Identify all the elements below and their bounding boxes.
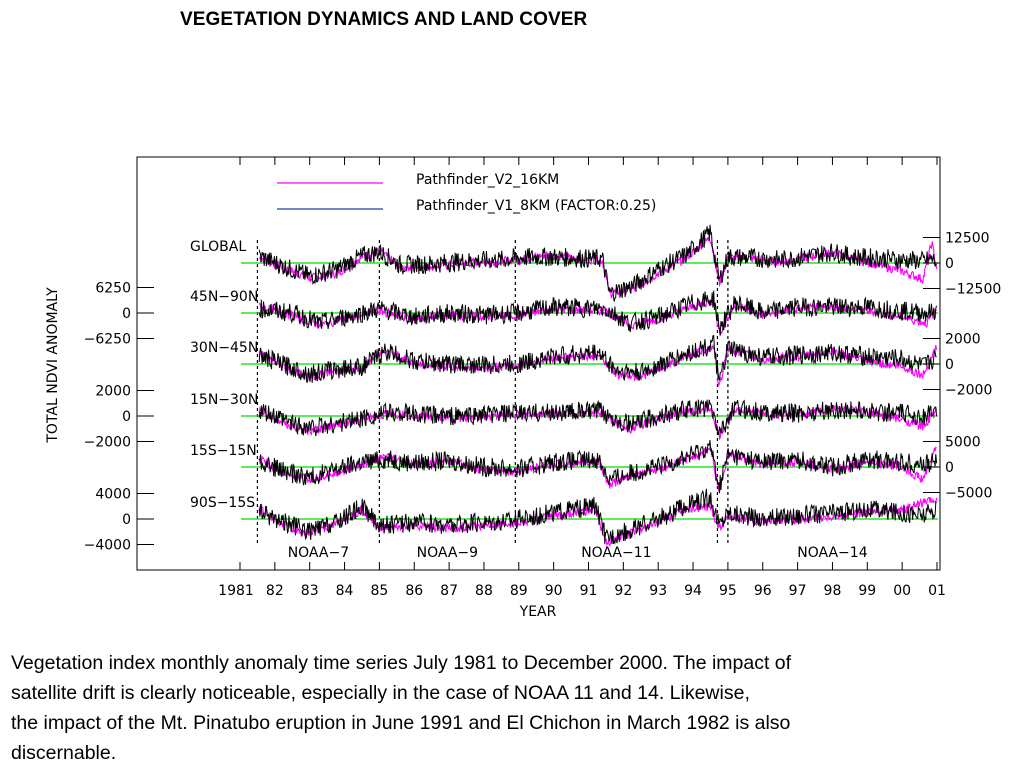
satellite-label: NOAA−7 <box>288 545 349 561</box>
figure-caption: Vegetation index monthly anomaly time se… <box>11 648 1011 768</box>
satellite-label: NOAA−11 <box>581 545 651 561</box>
right-axis-tick-label: −12500 <box>945 282 1001 298</box>
series-line-pathfinder-v1 <box>258 290 938 336</box>
x-axis-label: YEAR <box>519 604 557 620</box>
satellite-label: NOAA−14 <box>797 545 867 561</box>
x-axis-tick-label: 1981 <box>218 583 254 599</box>
right-axis-tick-label: 0 <box>945 460 954 476</box>
right-axis-tick-label: 12500 <box>945 231 990 247</box>
panel-label: 45N−90N <box>190 289 258 305</box>
left-axis-tick-label: 0 <box>122 512 131 528</box>
series-line-pathfinder-v2 <box>258 496 938 547</box>
x-axis-tick-label: 98 <box>824 583 842 599</box>
right-axis-tick-label: 5000 <box>945 435 981 451</box>
series-line-pathfinder-v1 <box>258 440 938 494</box>
x-axis-tick-label: 84 <box>336 583 354 599</box>
caption-line: discernable. <box>11 742 117 764</box>
y-axis-label: TOTAL NDVI ANOMALY <box>45 287 61 444</box>
right-axis-tick-label: 2000 <box>945 332 981 348</box>
series-line-pathfinder-v2 <box>258 404 938 441</box>
legend-label: Pathfinder_V2_16KM <box>416 172 559 188</box>
left-axis-tick-label: 2000 <box>95 384 131 400</box>
x-axis-tick-label: 01 <box>928 583 946 599</box>
x-axis-tick-label: 88 <box>475 583 493 599</box>
panel-label: 15S−15N <box>190 443 257 459</box>
panel-label: 15N−30N <box>190 392 258 408</box>
series-line-pathfinder-v1 <box>258 399 938 437</box>
x-axis-tick-label: 96 <box>754 583 772 599</box>
series-line-pathfinder-v1 <box>258 224 938 302</box>
panel-label: GLOBAL <box>190 239 246 255</box>
left-axis-tick-label: 6250 <box>95 281 131 297</box>
caption-line: satellite drift is clearly noticeable, e… <box>11 682 750 704</box>
right-axis-tick-label: 0 <box>945 357 954 373</box>
x-axis-tick-label: 86 <box>405 583 423 599</box>
satellite-label: NOAA−9 <box>417 545 478 561</box>
x-axis-tick-label: 99 <box>858 583 876 599</box>
x-axis-tick-label: 95 <box>719 583 737 599</box>
page-title: VEGETATION DYNAMICS AND LAND COVER <box>180 9 588 30</box>
x-axis-tick-label: 82 <box>266 583 284 599</box>
left-axis-tick-label: −6250 <box>84 332 131 348</box>
right-axis-tick-label: −2000 <box>945 383 992 399</box>
right-axis-tick-label: −5000 <box>945 486 992 502</box>
left-axis-tick-label: 4000 <box>95 487 131 503</box>
x-axis-tick-label: 83 <box>301 583 319 599</box>
x-axis-tick-label: 91 <box>580 583 598 599</box>
x-axis-tick-label: 97 <box>789 583 807 599</box>
x-axis-tick-label: 87 <box>440 583 458 599</box>
right-axis-tick-label: 0 <box>945 256 954 272</box>
caption-line: Vegetation index monthly anomaly time se… <box>11 652 792 674</box>
x-axis-tick-label: 85 <box>370 583 388 599</box>
ndvi-anomaly-chart: GLOBAL 45N−90N 30N−45N 15N−30N 15S−15N 90S−15… <box>45 156 1001 620</box>
caption-line: the impact of the Mt. Pinatubo eruption … <box>11 712 791 734</box>
legend-label: Pathfinder_V1_8KM (FACTOR:0.25) <box>416 198 656 214</box>
x-axis-tick-label: 00 <box>893 583 911 599</box>
left-axis-tick-label: 0 <box>122 409 131 425</box>
panel-label: 90S−15S <box>190 495 255 511</box>
left-axis-tick-label: −4000 <box>84 538 131 554</box>
series-line-pathfinder-v1 <box>258 488 937 545</box>
x-axis-tick-label: 94 <box>684 583 702 599</box>
x-axis-tick-label: 89 <box>510 583 528 599</box>
x-axis-tick-label: 92 <box>614 583 632 599</box>
panel-label: 30N−45N <box>190 340 258 356</box>
series-line-pathfinder-v1 <box>258 334 937 383</box>
left-axis-tick-label: 0 <box>122 306 131 322</box>
left-axis-tick-label: −2000 <box>84 435 131 451</box>
x-axis-tick-label: 93 <box>649 583 667 599</box>
x-axis-tick-label: 90 <box>545 583 563 599</box>
